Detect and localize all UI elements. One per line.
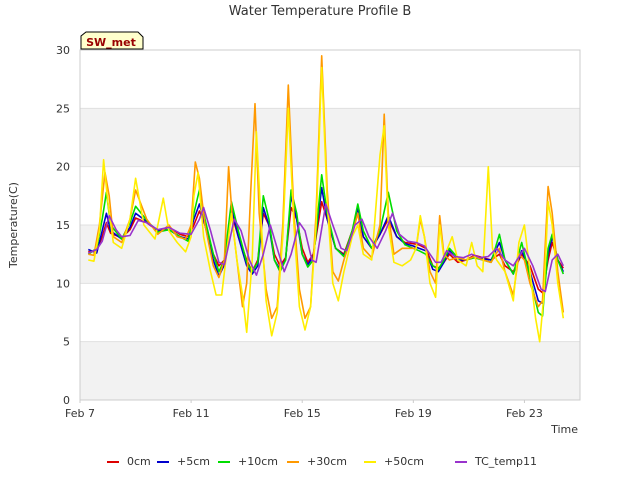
background-band <box>80 341 580 400</box>
y-axis-ticks: 0 5 10 15 20 25 30 <box>56 44 70 407</box>
site-badge: SW_met <box>80 31 144 50</box>
chart-title: Water Temperature Profile B <box>229 4 412 19</box>
legend-label: +30cm <box>307 455 347 468</box>
y-tick-label: 15 <box>56 219 70 232</box>
x-tick-label: Feb 7 <box>65 407 95 420</box>
y-tick-label: 30 <box>56 44 70 57</box>
legend-label: 0cm <box>127 455 151 468</box>
y-tick-label: 20 <box>56 161 70 174</box>
x-tick-label: Feb 23 <box>506 407 543 420</box>
y-tick-label: 25 <box>56 102 70 115</box>
legend: 0cm +5cm +10cm +30cm +50cm TC_temp11 <box>107 455 537 468</box>
legend-label: +50cm <box>384 455 424 468</box>
series-line-tctemp11 <box>87 203 565 293</box>
site-badge-label: SW_met <box>86 36 136 49</box>
x-tick-label: Feb 15 <box>284 407 321 420</box>
x-axis-ticks: Feb 7 Feb 11 Feb 15 Feb 19 Feb 23 <box>65 400 543 420</box>
legend-label: +5cm <box>177 455 210 468</box>
legend-label: +10cm <box>238 455 278 468</box>
x-tick-label: Feb 19 <box>395 407 432 420</box>
plot-frame <box>79 49 581 401</box>
site-badge-shape <box>80 31 144 50</box>
x-axis-title: Time <box>550 423 578 436</box>
y-tick-label: 0 <box>63 394 70 407</box>
series-line-50cm <box>88 66 565 343</box>
y-tick-label: 5 <box>63 336 70 349</box>
background-band <box>80 108 580 167</box>
y-axis-title: Temperature(C) <box>7 182 20 269</box>
x-tick-label: Feb 11 <box>173 407 210 420</box>
y-tick-label: 10 <box>56 277 70 290</box>
series-lines <box>87 54 565 343</box>
legend-label: TC_temp11 <box>474 455 537 468</box>
